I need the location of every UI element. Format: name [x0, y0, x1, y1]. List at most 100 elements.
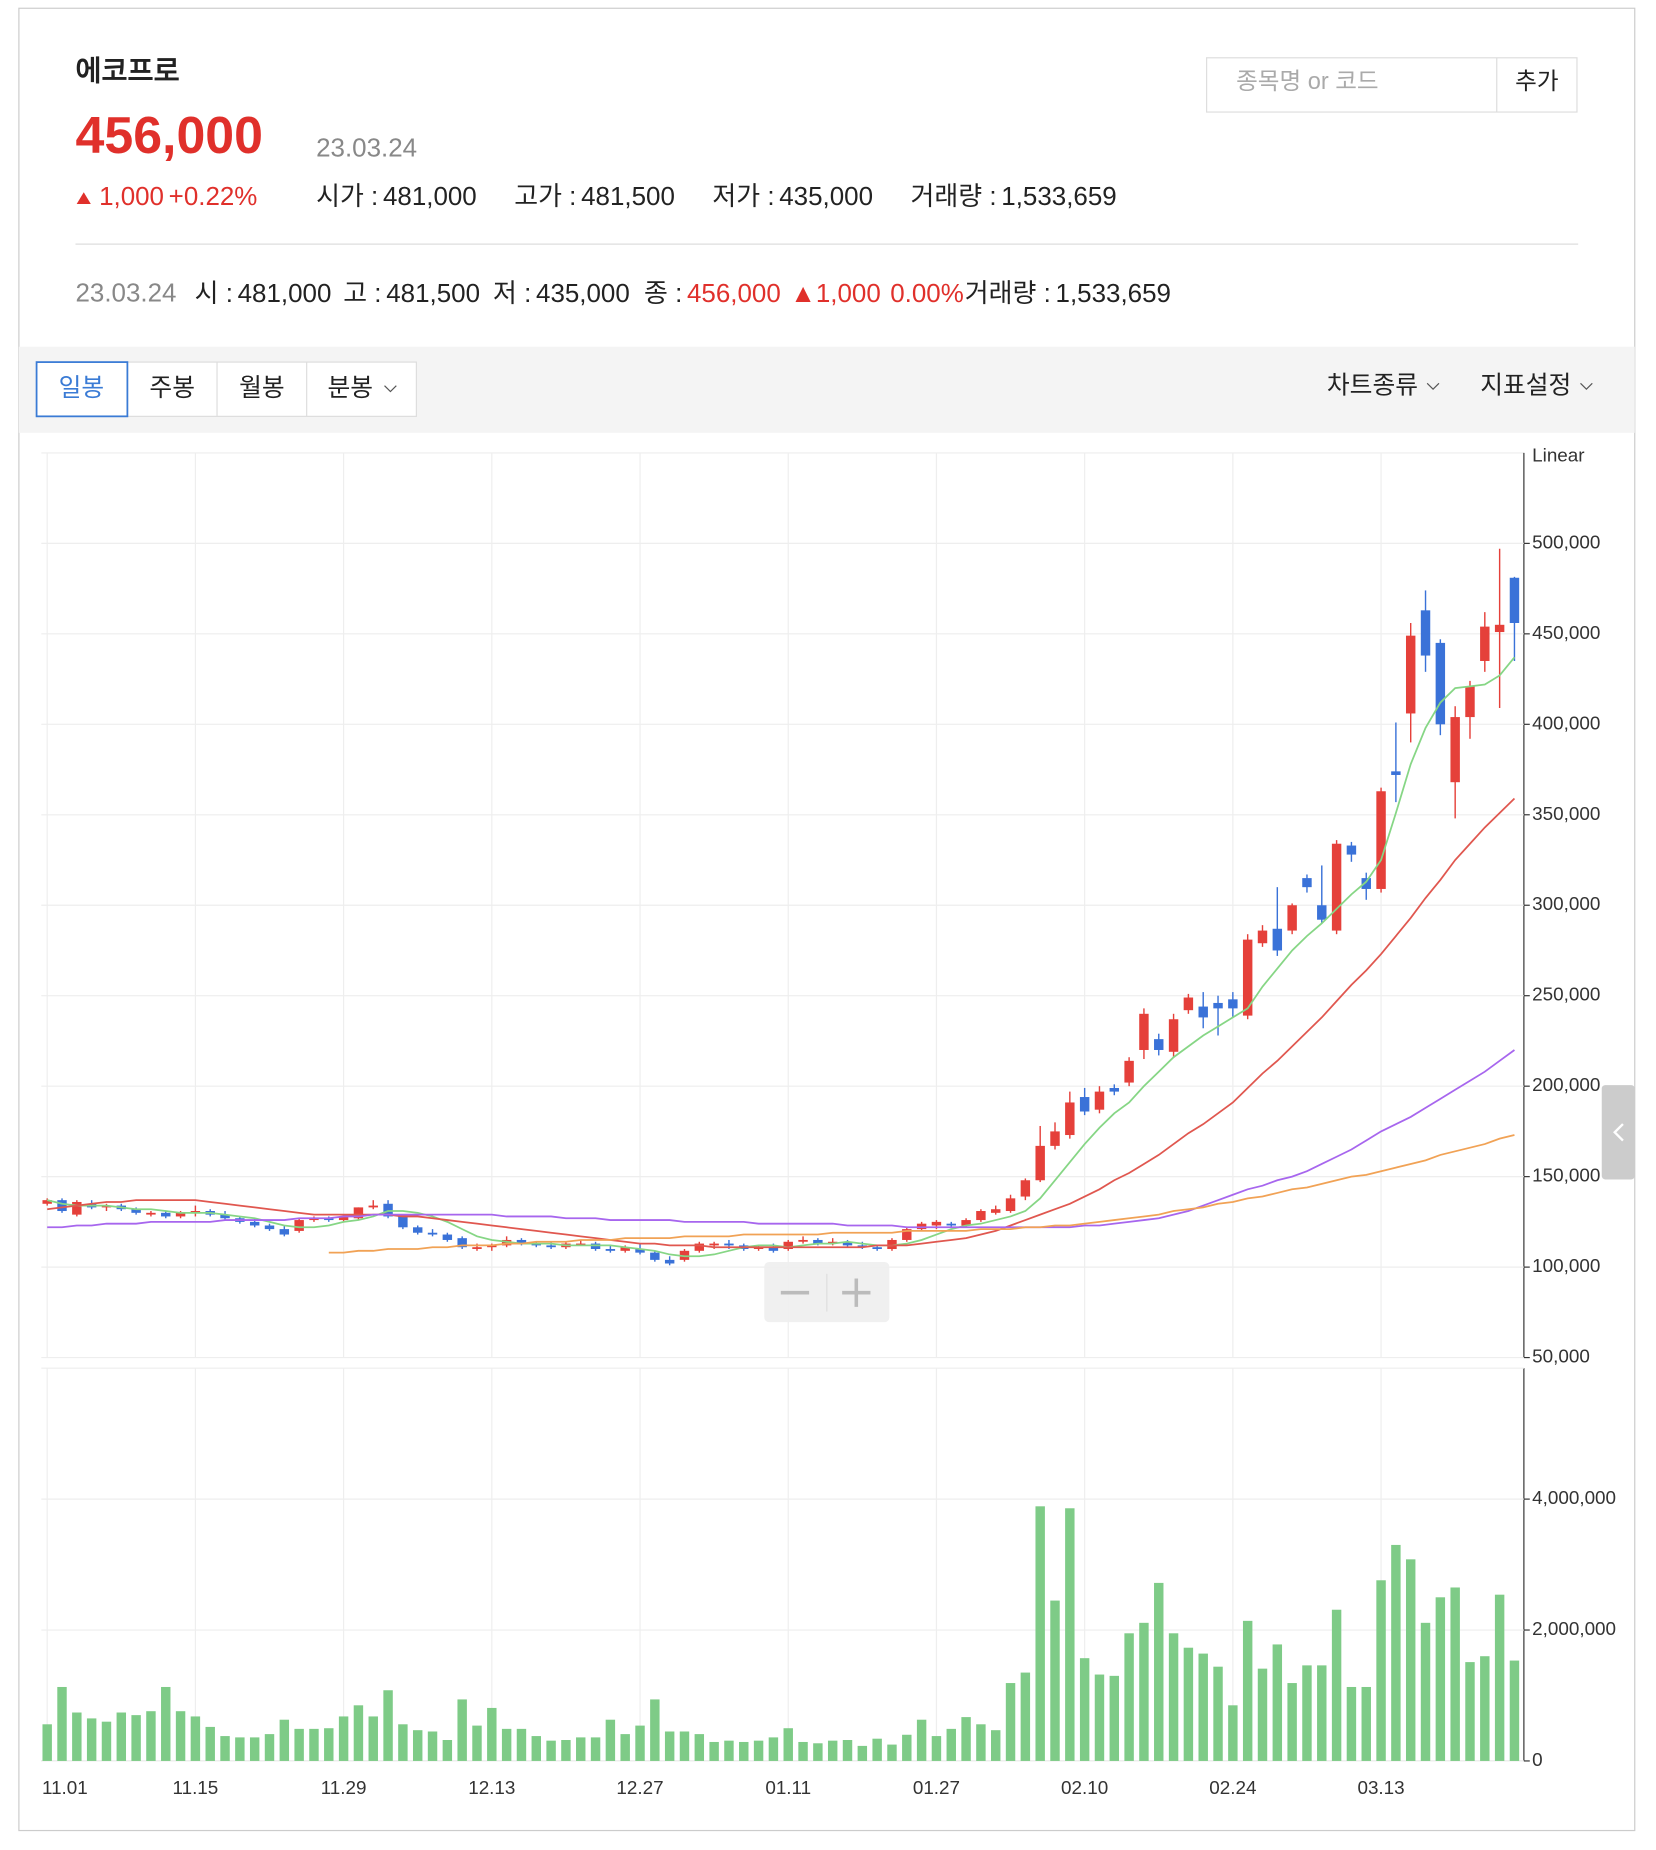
search-placeholder[interactable]: 종목명 or 코드: [1236, 68, 1379, 94]
field-label: 거래량 :: [911, 182, 997, 211]
menu[interactable]: 지표설정: [1480, 371, 1571, 399]
candle-body: [175, 1212, 186, 1217]
volume-bar: [1183, 1647, 1194, 1761]
candle-body: [783, 1241, 793, 1250]
volume-bar: [516, 1728, 527, 1761]
y-tick-label: 200,000: [1532, 1074, 1600, 1095]
search-box[interactable]: [1206, 57, 1578, 113]
volume-bar: [576, 1737, 586, 1761]
candle-body: [1346, 845, 1357, 855]
volume-bar: [664, 1731, 675, 1761]
y-tick-label: 2,000,000: [1532, 1618, 1616, 1639]
candle-body: [101, 1205, 112, 1208]
candle-body: [1198, 1006, 1208, 1018]
volume-bar: [57, 1686, 67, 1761]
volume-bar: [946, 1728, 956, 1761]
label: 고 :: [343, 280, 381, 308]
candle-body: [902, 1229, 912, 1240]
volume-bar: [798, 1741, 808, 1761]
field-value: 435,000: [779, 183, 873, 211]
volume-bar: [1242, 1620, 1253, 1761]
summary-date: 23.03.24: [75, 280, 176, 308]
candle-body: [279, 1229, 290, 1235]
candle-body: [457, 1238, 467, 1248]
volume-bar: [1317, 1665, 1327, 1761]
volume-bar: [1509, 1660, 1520, 1761]
x-tick-label: 12.27: [616, 1777, 663, 1798]
volume-bar: [1450, 1587, 1460, 1761]
volume-bar: [561, 1740, 571, 1761]
candle-body: [1509, 577, 1520, 623]
tab[interactable]: 일봉: [59, 375, 105, 402]
label: 시 :: [195, 280, 233, 308]
candle-body: [1405, 635, 1416, 714]
candle-body: [487, 1245, 497, 1248]
volume-bar: [86, 1718, 97, 1761]
tab[interactable]: 분봉: [328, 375, 374, 402]
volume-bar: [872, 1738, 882, 1761]
candle-body: [887, 1239, 897, 1250]
chevron: [1426, 382, 1440, 391]
volume-bar: [279, 1719, 290, 1761]
volume-bar: [1020, 1672, 1031, 1761]
x-tick-label: 12.13: [468, 1777, 515, 1798]
side-tab[interactable]: [1601, 1085, 1635, 1180]
candle-body: [679, 1250, 690, 1260]
menu[interactable]: 차트종류: [1327, 371, 1418, 399]
tab-active[interactable]: [35, 361, 129, 418]
candle-body: [72, 1201, 82, 1215]
y-tick-label: 350,000: [1532, 803, 1600, 824]
value: 435,000: [536, 280, 630, 308]
candle-body: [694, 1243, 705, 1251]
volume-bar: [650, 1699, 660, 1761]
volume-bar: [1287, 1683, 1297, 1761]
y-tick-label: 150,000: [1532, 1165, 1600, 1186]
candle-body: [1391, 771, 1401, 775]
candle-body: [368, 1205, 378, 1208]
volume-bar: [235, 1737, 245, 1761]
volume-bar: [101, 1721, 112, 1761]
candle-body: [294, 1220, 304, 1231]
summary-row: 23.03.24 시 :481,000 고 :481,500 저 :435,00…: [75, 279, 1170, 308]
candle-body: [1183, 997, 1194, 1011]
volume-bar: [857, 1745, 868, 1761]
volume-bar: [531, 1736, 541, 1761]
label: 거래량 :: [965, 279, 1051, 308]
volume-bar: [368, 1716, 378, 1761]
volume-bar: [1405, 1559, 1416, 1761]
volume-bar: [546, 1740, 556, 1761]
candle-body: [664, 1259, 675, 1264]
candle-body: [590, 1243, 601, 1250]
candle-body: [857, 1245, 868, 1248]
candle-body: [531, 1243, 541, 1246]
candle-body: [1020, 1180, 1031, 1197]
volume-bar: [220, 1736, 230, 1761]
volume-bar: [338, 1716, 349, 1761]
candle-body: [605, 1249, 616, 1251]
volume-bar: [694, 1734, 705, 1761]
value: 481,000: [238, 280, 332, 308]
volume-bar: [902, 1734, 912, 1761]
add-button[interactable]: 추가: [1515, 68, 1558, 94]
candle-body: [1420, 610, 1431, 656]
candle-body: [1228, 999, 1238, 1009]
field-label: 저가 :: [712, 182, 774, 211]
zoom-in[interactable]: [842, 1278, 871, 1307]
candle-body: [976, 1211, 986, 1221]
volume-bar: [1035, 1506, 1045, 1761]
volume-bar: [1213, 1666, 1223, 1761]
tab[interactable]: 월봉: [239, 375, 285, 402]
field-label: 시가 :: [316, 182, 378, 211]
x-tick-label: 01.11: [765, 1777, 811, 1798]
volume-bar: [72, 1712, 82, 1761]
candle-body: [620, 1247, 630, 1251]
volume-bar: [412, 1730, 423, 1761]
candle-body: [827, 1241, 838, 1244]
candle-body: [916, 1223, 927, 1230]
candle-body: [1465, 686, 1475, 718]
tab[interactable]: 주봉: [149, 375, 195, 402]
candle-body: [1450, 717, 1460, 783]
volume-bar: [1005, 1683, 1016, 1761]
volume-bar: [294, 1728, 304, 1761]
change-pct: 0.00%: [890, 280, 964, 308]
